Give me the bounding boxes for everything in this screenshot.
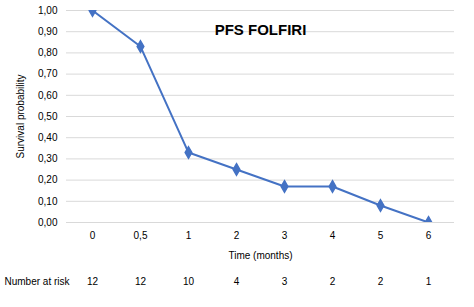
svg-text:2: 2: [234, 230, 240, 241]
svg-text:0,00: 0,00: [38, 217, 58, 228]
svg-text:10: 10: [183, 276, 195, 287]
svg-text:1,00: 1,00: [38, 5, 58, 16]
svg-text:3: 3: [282, 230, 288, 241]
svg-text:0,40: 0,40: [38, 132, 58, 143]
svg-text:PFS FOLFIRI: PFS FOLFIRI: [215, 21, 307, 38]
svg-text:Survival probability: Survival probability: [15, 75, 26, 159]
svg-text:3: 3: [282, 276, 288, 287]
svg-text:0,10: 0,10: [38, 196, 58, 207]
svg-text:2: 2: [378, 276, 384, 287]
svg-text:0,90: 0,90: [38, 26, 58, 37]
svg-text:12: 12: [135, 276, 147, 287]
svg-text:12: 12: [87, 276, 99, 287]
svg-text:4: 4: [330, 230, 336, 241]
svg-text:1: 1: [426, 276, 432, 287]
svg-text:0,70: 0,70: [38, 68, 58, 79]
svg-text:Number at risk: Number at risk: [5, 276, 71, 287]
svg-text:0,20: 0,20: [38, 174, 58, 185]
svg-text:6: 6: [426, 230, 432, 241]
svg-text:0,80: 0,80: [38, 47, 58, 58]
svg-text:0: 0: [90, 230, 96, 241]
svg-text:0,50: 0,50: [38, 111, 58, 122]
svg-text:0,60: 0,60: [38, 90, 58, 101]
svg-text:0,30: 0,30: [38, 153, 58, 164]
svg-text:0,5: 0,5: [134, 230, 148, 241]
svg-text:1: 1: [186, 230, 192, 241]
svg-text:Time (months): Time (months): [228, 250, 292, 261]
svg-text:2: 2: [330, 276, 336, 287]
svg-text:5: 5: [378, 230, 384, 241]
svg-text:4: 4: [234, 276, 240, 287]
